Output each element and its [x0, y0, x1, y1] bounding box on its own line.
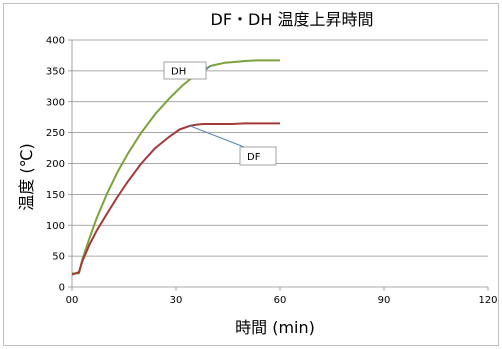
x-tick-label: 60 [274, 295, 287, 306]
y-tick-label: 250 [46, 128, 65, 139]
y-tick-label: 50 [52, 252, 65, 263]
x-tick-label: 90 [378, 295, 391, 306]
callout-leader-df [189, 125, 245, 148]
chart-title: DF・DH 温度上昇時間 [211, 10, 374, 29]
y-tick-label: 100 [46, 221, 65, 232]
y-tick-label: 400 [46, 36, 65, 47]
y-tick-label: 150 [46, 190, 65, 201]
gridlines [72, 39, 488, 257]
callout-label-dh: DH [171, 67, 186, 78]
axes: 0 50 100 150 200 250 300 350 400 00 30 60 90 120 [46, 36, 498, 307]
callout-box-dh [163, 61, 207, 80]
x-tick-label: 120 [478, 295, 497, 306]
x-tick-label: 00 [66, 295, 79, 306]
series-line-dh [72, 59, 280, 275]
x-tick-label: 30 [170, 295, 183, 306]
x-axis-title: 時間 (min) [235, 318, 315, 337]
y-tick-label: 0 [59, 283, 65, 294]
annotations: DH DF [163, 61, 277, 166]
callout-box-df [239, 146, 277, 166]
y-axis-title: 温度 (℃) [17, 143, 36, 211]
y-tick-label: 350 [46, 66, 65, 77]
callout-label-df: DF [247, 152, 261, 163]
series-line-df [71, 122, 280, 276]
y-tick-label: 200 [46, 159, 65, 170]
y-tick-label: 300 [46, 97, 65, 108]
series-lines [71, 59, 280, 276]
